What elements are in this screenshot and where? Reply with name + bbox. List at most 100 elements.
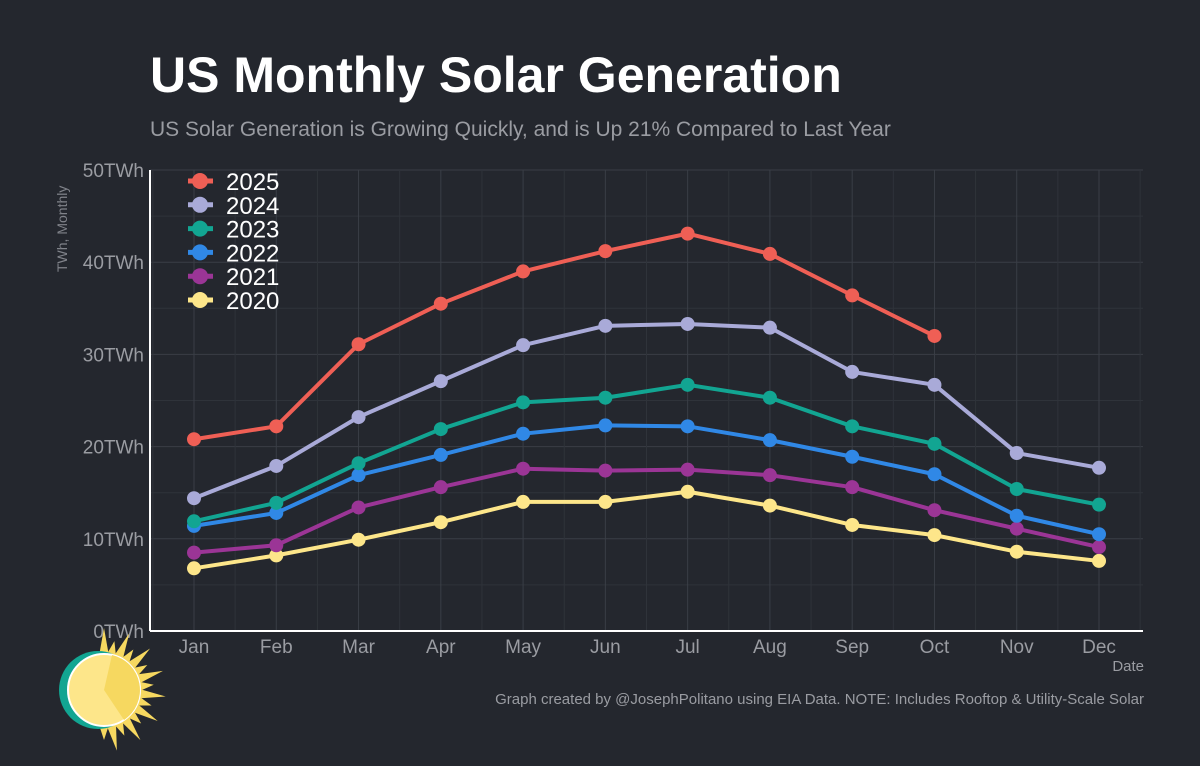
- series-line-2021: [193, 466, 1100, 555]
- data-point: [187, 432, 201, 447]
- x-tick-label: Nov: [1000, 637, 1034, 658]
- x-tick-label: Apr: [426, 637, 456, 658]
- x-tick-label: Jul: [675, 637, 699, 658]
- data-point: [598, 390, 613, 405]
- y-tick-label: 40TWh: [83, 253, 144, 274]
- x-tick-label: Jun: [590, 637, 621, 658]
- sun-ray: [136, 696, 152, 706]
- data-point: [516, 338, 531, 353]
- data-point: [762, 246, 777, 261]
- data-point: [680, 462, 695, 477]
- data-point: [433, 374, 448, 389]
- legend-label: 2023: [226, 217, 279, 244]
- x-tick-label: Feb: [260, 637, 293, 658]
- data-point: [187, 491, 201, 506]
- data-point: [680, 226, 695, 241]
- data-point: [1009, 508, 1024, 523]
- data-point: [680, 377, 695, 392]
- legend-swatch-dot: [192, 173, 208, 189]
- data-point: [1009, 544, 1024, 559]
- series-line-2022: [193, 423, 1100, 537]
- data-point: [845, 480, 860, 495]
- data-point: [516, 494, 531, 509]
- data-point: [762, 433, 777, 448]
- data-point: [351, 410, 366, 425]
- data-point: [927, 467, 942, 482]
- data-point: [187, 545, 201, 560]
- y-tick-label: 10TWh: [83, 530, 144, 551]
- data-point: [1092, 540, 1106, 555]
- series-2022: [187, 418, 1106, 542]
- data-point: [269, 538, 284, 553]
- data-point: [598, 244, 613, 259]
- data-point: [187, 514, 201, 529]
- x-tick-label: Jan: [179, 637, 210, 658]
- legend-swatch-dot: [192, 196, 208, 213]
- sun-highlight: [104, 655, 140, 720]
- data-point: [598, 463, 613, 478]
- data-point: [351, 468, 366, 483]
- sun-ray: [106, 641, 116, 657]
- caption: Graph created by @JosephPolitano using E…: [495, 691, 1144, 708]
- data-point: [598, 418, 613, 433]
- x-tick-label: Sep: [835, 637, 869, 658]
- data-point: [1092, 460, 1106, 475]
- data-point: [927, 528, 942, 543]
- data-point: [680, 419, 695, 434]
- x-tick-label: Oct: [920, 637, 950, 658]
- sun-ray: [139, 681, 154, 691]
- data-point: [845, 449, 860, 464]
- data-point: [516, 395, 531, 410]
- x-tick-label: Aug: [753, 637, 787, 658]
- data-point: [433, 296, 448, 311]
- series-line-2023: [193, 382, 1100, 524]
- data-point: [269, 548, 284, 563]
- y-tick-label: 0TWh: [93, 622, 144, 643]
- sun-ray: [99, 628, 109, 655]
- x-tick-label: Dec: [1082, 637, 1116, 658]
- sun-ray: [132, 703, 158, 721]
- data-point: [845, 419, 860, 434]
- series-2024: [187, 316, 1106, 506]
- data-point: [845, 288, 860, 303]
- y-tick-label: 20TWh: [83, 438, 144, 459]
- sun-ray: [99, 725, 109, 740]
- legend-label: 2020: [226, 288, 279, 315]
- y-tick-label: 30TWh: [83, 345, 144, 366]
- data-point: [269, 495, 284, 510]
- data-point: [927, 328, 942, 343]
- sun-icon: [59, 628, 166, 751]
- series-2025: [187, 226, 942, 447]
- data-point: [1092, 553, 1106, 568]
- y-axis-label: TWh, Monthly: [54, 185, 70, 272]
- data-point: [269, 419, 284, 434]
- data-point: [187, 561, 201, 576]
- series-2023: [187, 377, 1106, 529]
- data-point: [598, 318, 613, 333]
- data-point: [351, 532, 366, 547]
- data-point: [927, 503, 942, 518]
- legend-label: 2022: [226, 240, 279, 267]
- legend-label: 2024: [226, 193, 279, 220]
- x-axis-label: Date: [1112, 658, 1144, 675]
- series-line-2024: [193, 321, 1100, 501]
- data-point: [927, 436, 942, 451]
- series-line-2020: [193, 489, 1100, 571]
- data-point: [598, 494, 613, 509]
- y-tick-label: 50TWh: [83, 161, 144, 182]
- data-point: [516, 461, 531, 476]
- data-point: [762, 498, 777, 513]
- data-point: [680, 484, 695, 499]
- sun-ray: [114, 633, 130, 660]
- data-point: [433, 515, 448, 530]
- data-point: [1092, 527, 1106, 542]
- data-point: [269, 505, 284, 520]
- data-point: [1009, 446, 1024, 461]
- x-tick-label: Mar: [342, 637, 375, 658]
- data-point: [516, 426, 531, 441]
- data-point: [762, 468, 777, 483]
- data-point: [845, 364, 860, 379]
- series-2021: [187, 461, 1106, 560]
- data-point: [845, 517, 860, 532]
